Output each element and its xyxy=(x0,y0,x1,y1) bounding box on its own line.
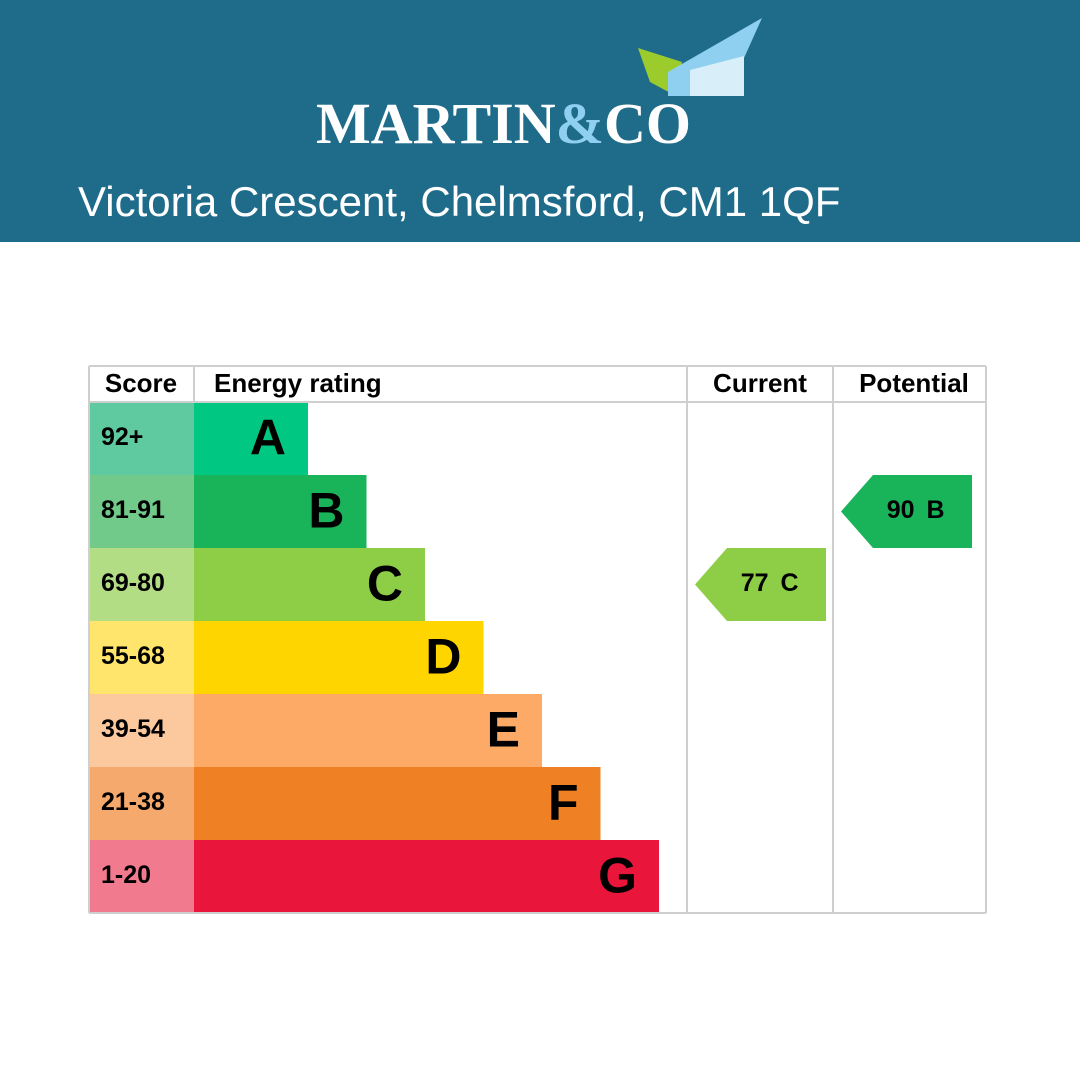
column-header: Current xyxy=(713,368,807,398)
column-header: Potential xyxy=(859,368,969,398)
band-letter: G xyxy=(598,848,637,904)
score-cell xyxy=(89,402,194,475)
band-letter: D xyxy=(425,629,461,685)
header-band xyxy=(0,0,1080,242)
rating-bar xyxy=(194,694,542,767)
brand: MARTIN&CO xyxy=(316,91,691,156)
score-range: 69-80 xyxy=(101,569,165,597)
score-cell xyxy=(89,767,194,840)
column-header: Score xyxy=(105,368,177,398)
band-letter: B xyxy=(308,483,344,539)
brand-left: MARTIN xyxy=(316,91,556,156)
score-range: 1-20 xyxy=(101,861,151,889)
score-cell xyxy=(89,694,194,767)
score-range: 92+ xyxy=(101,423,143,451)
epc-table: Score Energy rating Current Potential 92+ A 81… xyxy=(88,365,987,914)
address: Victoria Crescent, Chelmsford, CM1 1QF xyxy=(78,178,840,225)
score-range: 55-68 xyxy=(101,642,165,670)
rating-bar xyxy=(194,767,601,840)
brand-right: CO xyxy=(604,91,691,156)
current-value: 77 xyxy=(741,569,769,597)
band-letter: E xyxy=(487,702,520,758)
score-cell xyxy=(89,621,194,694)
rating-bar xyxy=(194,475,367,548)
score-cell xyxy=(89,475,194,548)
band-letter: C xyxy=(367,556,403,612)
rating-bar xyxy=(194,402,308,475)
column-header: Energy rating xyxy=(214,368,382,398)
potential-arrow xyxy=(841,475,972,548)
current-letter: C xyxy=(781,569,799,597)
band-letter: A xyxy=(250,410,286,466)
potential-value: 90 xyxy=(887,496,915,524)
score-range: 21-38 xyxy=(101,788,165,816)
rating-bar xyxy=(194,548,425,621)
score-cell xyxy=(89,548,194,621)
potential-letter: B xyxy=(927,496,945,524)
rating-bar xyxy=(194,621,484,694)
score-range: 39-54 xyxy=(101,715,165,743)
current-arrow xyxy=(695,548,826,621)
rating-bar xyxy=(194,840,659,913)
score-cell xyxy=(89,840,194,913)
brand-amp: & xyxy=(556,91,604,156)
band-letter: F xyxy=(548,775,579,831)
score-range: 81-91 xyxy=(101,496,165,524)
logo-icon xyxy=(638,18,762,96)
